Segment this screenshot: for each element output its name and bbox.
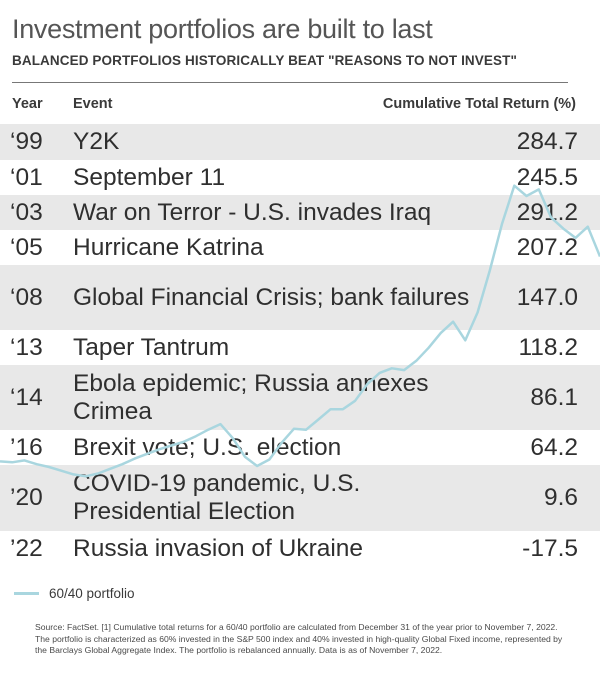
row-return: 291.2 xyxy=(516,198,578,226)
row-return: 86.1 xyxy=(530,383,578,411)
table-row: ‘05 Hurricane Katrina 207.2 xyxy=(0,230,600,265)
chart-subtitle: BALANCED PORTFOLIOS HISTORICALLY BEAT "R… xyxy=(12,53,517,68)
legend-label: 60/40 portfolio xyxy=(49,586,135,601)
table-row: ‘01 September 11 245.5 xyxy=(0,160,600,195)
row-year: ‘03 xyxy=(10,198,43,226)
row-return: 147.0 xyxy=(516,283,578,311)
row-year: ‘13 xyxy=(10,333,43,361)
row-year: ’22 xyxy=(10,534,43,562)
row-return: 64.2 xyxy=(530,433,578,461)
row-event: Russia invasion of Ukraine xyxy=(73,534,364,562)
row-return: 245.5 xyxy=(516,163,578,191)
row-event: Y2K xyxy=(73,128,120,155)
row-event: Ebola epidemic; Russia annexes Crimea xyxy=(73,369,429,425)
table-row: ’22 Russia invasion of Ukraine -17.5 xyxy=(0,531,600,566)
column-header-event: Event xyxy=(73,96,113,112)
row-event: Taper Tantrum xyxy=(73,333,230,361)
table-row: ‘03 War on Terror - U.S. invades Iraq 291.… xyxy=(0,195,600,230)
source-note: Source: FactSet. [1] Cumulative total re… xyxy=(35,622,563,656)
row-return: 207.2 xyxy=(516,233,578,261)
table-row: ‘08 Global Financial Crisis; bank failure… xyxy=(0,265,600,330)
table-row: ’20 COVID-19 pandemic, U.S. Presidential … xyxy=(0,465,600,531)
table-row: ’16 Brexit vote; U.S. election 64.2 xyxy=(0,430,600,465)
row-event: COVID-19 pandemic, U.S. Presidential Ele… xyxy=(73,470,361,525)
row-year: ‘99 xyxy=(10,128,43,155)
row-year: ’16 xyxy=(10,433,43,461)
table-row: ‘14 Ebola epidemic; Russia annexes Crimea… xyxy=(0,365,600,430)
chart-title: Investment portfolios are built to last xyxy=(12,14,433,44)
row-year: ’20 xyxy=(10,484,43,511)
row-event: Brexit vote; U.S. election xyxy=(73,433,342,461)
row-return: 118.2 xyxy=(518,333,579,361)
row-return: 9.6 xyxy=(543,484,578,511)
legend-swatch xyxy=(14,592,39,595)
row-return: 284.7 xyxy=(516,128,578,155)
row-year: ‘01 xyxy=(10,163,43,191)
row-event: Global Financial Crisis; bank failures xyxy=(73,283,470,311)
table-row: ‘99 Y2K 284.7 xyxy=(0,124,600,160)
row-event: Hurricane Katrina xyxy=(73,233,264,261)
column-header-return: Cumulative Total Return (%) xyxy=(382,96,576,112)
row-event: September 11 xyxy=(73,163,226,191)
row-return: -17.5 xyxy=(522,534,578,562)
column-header-year: Year xyxy=(12,96,43,112)
table-row: ‘13 Taper Tantrum 118.2 xyxy=(0,330,600,365)
header-divider xyxy=(12,82,568,83)
row-year: ‘05 xyxy=(10,233,43,261)
chart-legend: 60/40 portfolio xyxy=(14,586,135,601)
row-event: War on Terror - U.S. invades Iraq xyxy=(73,198,432,226)
row-year: ‘08 xyxy=(10,283,43,311)
row-year: ‘14 xyxy=(10,383,43,411)
